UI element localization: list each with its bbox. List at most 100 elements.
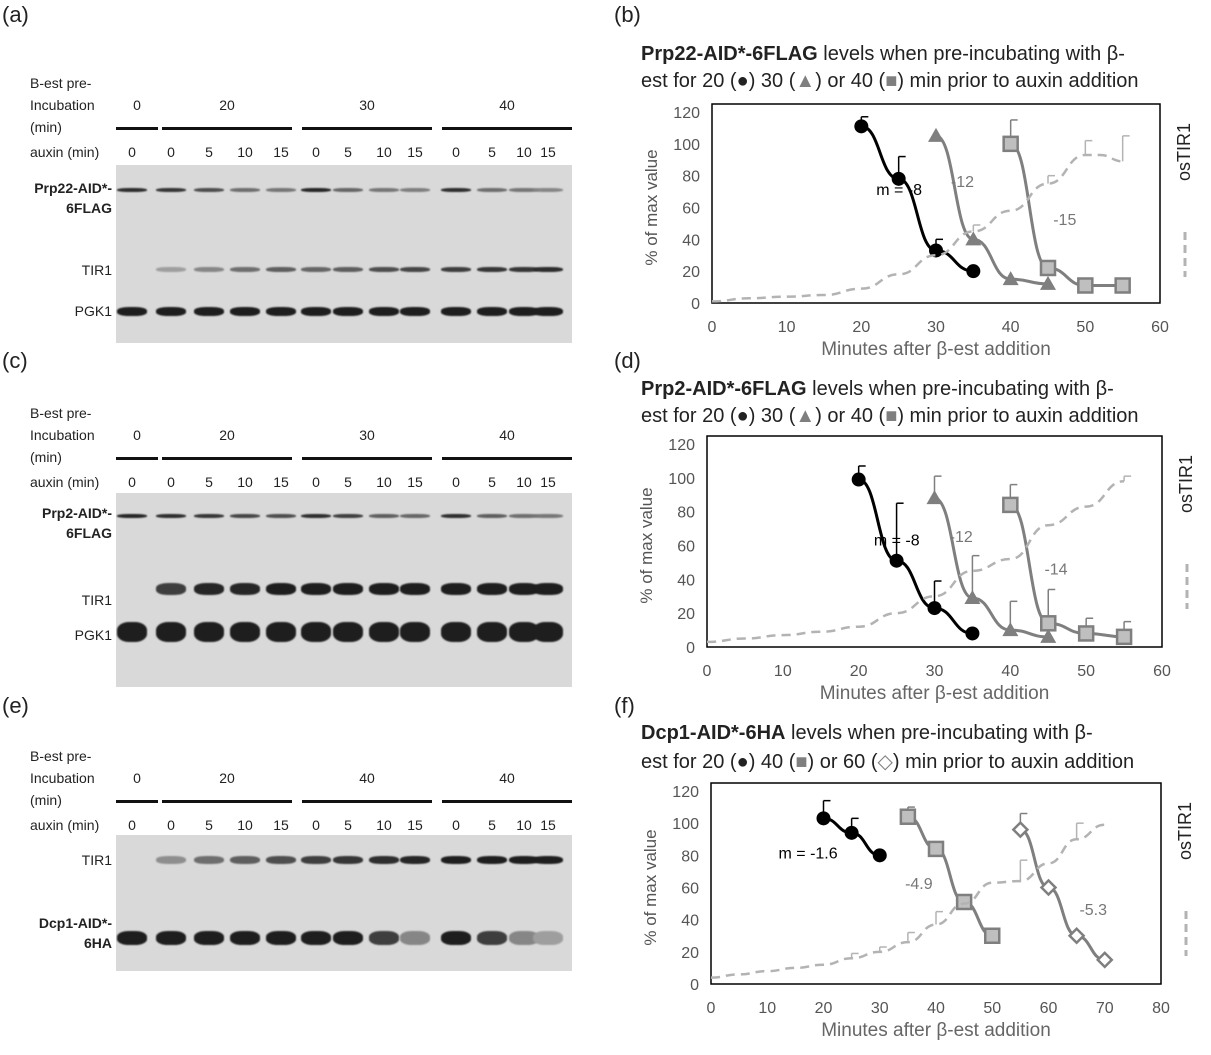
auxin-value: 0	[452, 474, 460, 490]
protein-band	[333, 266, 363, 272]
protein-band	[194, 856, 224, 864]
protein-band	[230, 188, 260, 192]
circle-marker	[854, 119, 869, 134]
y-tick-label: 40	[682, 232, 700, 249]
protein-band	[194, 188, 224, 192]
protein-band	[369, 514, 399, 518]
protein-band	[400, 188, 430, 192]
square-marker	[955, 893, 973, 911]
series-line	[860, 124, 974, 273]
protein-band	[441, 306, 471, 316]
y-tick-label: 20	[681, 945, 699, 962]
protein-band	[441, 266, 471, 272]
triangle-marker	[928, 127, 944, 142]
slope-label: -14	[1044, 561, 1067, 578]
triangle-marker	[964, 589, 981, 604]
protein-band	[230, 514, 260, 518]
triangle-marker	[926, 490, 943, 505]
x-tick-label: 30	[927, 319, 945, 336]
protein-band	[117, 514, 147, 518]
x-tick-label: 40	[1001, 663, 1019, 680]
group-divider-line	[442, 457, 572, 460]
protein-band	[509, 514, 539, 518]
x-tick-label: 0	[708, 319, 717, 336]
legend-square-icon: ■	[795, 751, 808, 773]
protein-band	[441, 583, 471, 595]
protein-band	[441, 622, 471, 642]
auxin-label: auxin (min)	[30, 474, 100, 490]
protein-band	[509, 188, 539, 192]
preinc-group-value: 40	[359, 770, 375, 786]
series-line	[933, 496, 1049, 639]
panel-label-d: (d)	[614, 348, 641, 373]
protein-band	[369, 306, 399, 316]
protein-band	[533, 266, 563, 272]
band-label: Prp22-AID*-	[34, 180, 112, 196]
y-tick-label: 80	[682, 169, 700, 186]
protein-band	[156, 622, 186, 642]
auxin-value: 0	[167, 817, 175, 833]
square-marker	[1002, 496, 1019, 514]
x-axis-label: Minutes after β-est addition	[821, 1020, 1051, 1041]
x-tick-label: 10	[774, 663, 792, 680]
x-tick-label: 20	[850, 663, 868, 680]
preinc-group-value: 0	[133, 97, 141, 113]
plot-frame	[711, 103, 1161, 304]
x-tick-label: 0	[703, 663, 712, 680]
protein-band	[266, 514, 296, 518]
triangle-marker	[1002, 622, 1019, 637]
triangle-marker	[1040, 275, 1056, 290]
protein-band	[369, 856, 399, 864]
right-legend-label: osTIR1	[1175, 802, 1195, 860]
preinc-label-line: (min)	[30, 449, 62, 465]
auxin-value: 0	[312, 817, 320, 833]
y-tick-label: 120	[668, 437, 695, 454]
triangle-marker	[965, 231, 982, 246]
x-tick-label: 30	[871, 1000, 889, 1017]
protein-band	[194, 931, 224, 945]
chart-title-b: Prp22-AID*-6FLAG levels when pre-incubat…	[641, 43, 1139, 92]
protein-band	[477, 931, 507, 945]
preinc-label-line: Incubation	[30, 97, 95, 113]
auxin-value: 0	[452, 817, 460, 833]
series-line	[1009, 503, 1125, 639]
auxin-label: auxin (min)	[30, 144, 100, 160]
x-tick-label: 40	[927, 1000, 945, 1017]
auxin-value: 5	[344, 144, 352, 160]
legend-square-icon: ■	[885, 405, 898, 427]
protein-band	[156, 856, 186, 864]
protein-band	[400, 306, 430, 316]
protein-band	[400, 266, 430, 272]
protein-band	[509, 856, 539, 864]
group-divider-line	[116, 127, 158, 130]
legend-circle-icon: ●	[736, 751, 749, 773]
protein-band	[194, 266, 224, 272]
triangle-marker	[1002, 271, 1019, 286]
group-divider-line	[162, 457, 292, 460]
x-tick-label: 20	[852, 319, 870, 336]
auxin-value: 0	[312, 474, 320, 490]
square-marker	[984, 927, 1001, 944]
protein-band	[477, 622, 507, 642]
preinc-label-line: Incubation	[30, 427, 95, 443]
y-tick-label: 20	[677, 606, 695, 623]
band-label: Dcp1-AID*-	[38, 915, 112, 931]
blot-image	[116, 493, 572, 687]
y-tick-label: 0	[686, 640, 695, 657]
x-tick-label: 50	[1077, 663, 1095, 680]
y-tick-label: 100	[672, 816, 699, 833]
right-legend-label: osTIR1	[1174, 123, 1194, 181]
protein-band	[400, 622, 430, 642]
auxin-value: 0	[128, 144, 136, 160]
protein-band	[477, 583, 507, 595]
x-tick-label: 40	[1002, 319, 1020, 336]
y-tick-label: 80	[677, 505, 695, 522]
group-divider-line	[302, 800, 432, 803]
auxin-value: 0	[312, 144, 320, 160]
band-label: TIR1	[81, 262, 112, 278]
panel-label-a: (a)	[2, 2, 29, 27]
protein-band	[230, 306, 260, 316]
blot-image	[116, 165, 572, 343]
protein-band	[230, 266, 260, 272]
auxin-value: 5	[205, 474, 213, 490]
